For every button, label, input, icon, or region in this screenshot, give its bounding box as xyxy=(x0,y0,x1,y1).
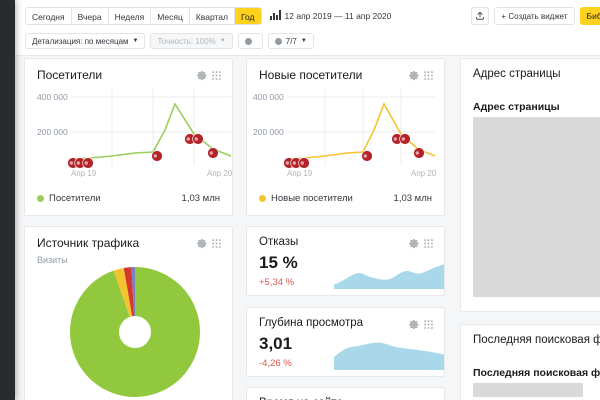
svg-text:200 000: 200 000 xyxy=(37,127,68,137)
svg-text:200 000: 200 000 xyxy=(253,127,284,137)
svg-text:400 000: 400 000 xyxy=(253,92,284,102)
svg-text:400 000: 400 000 xyxy=(37,92,68,102)
